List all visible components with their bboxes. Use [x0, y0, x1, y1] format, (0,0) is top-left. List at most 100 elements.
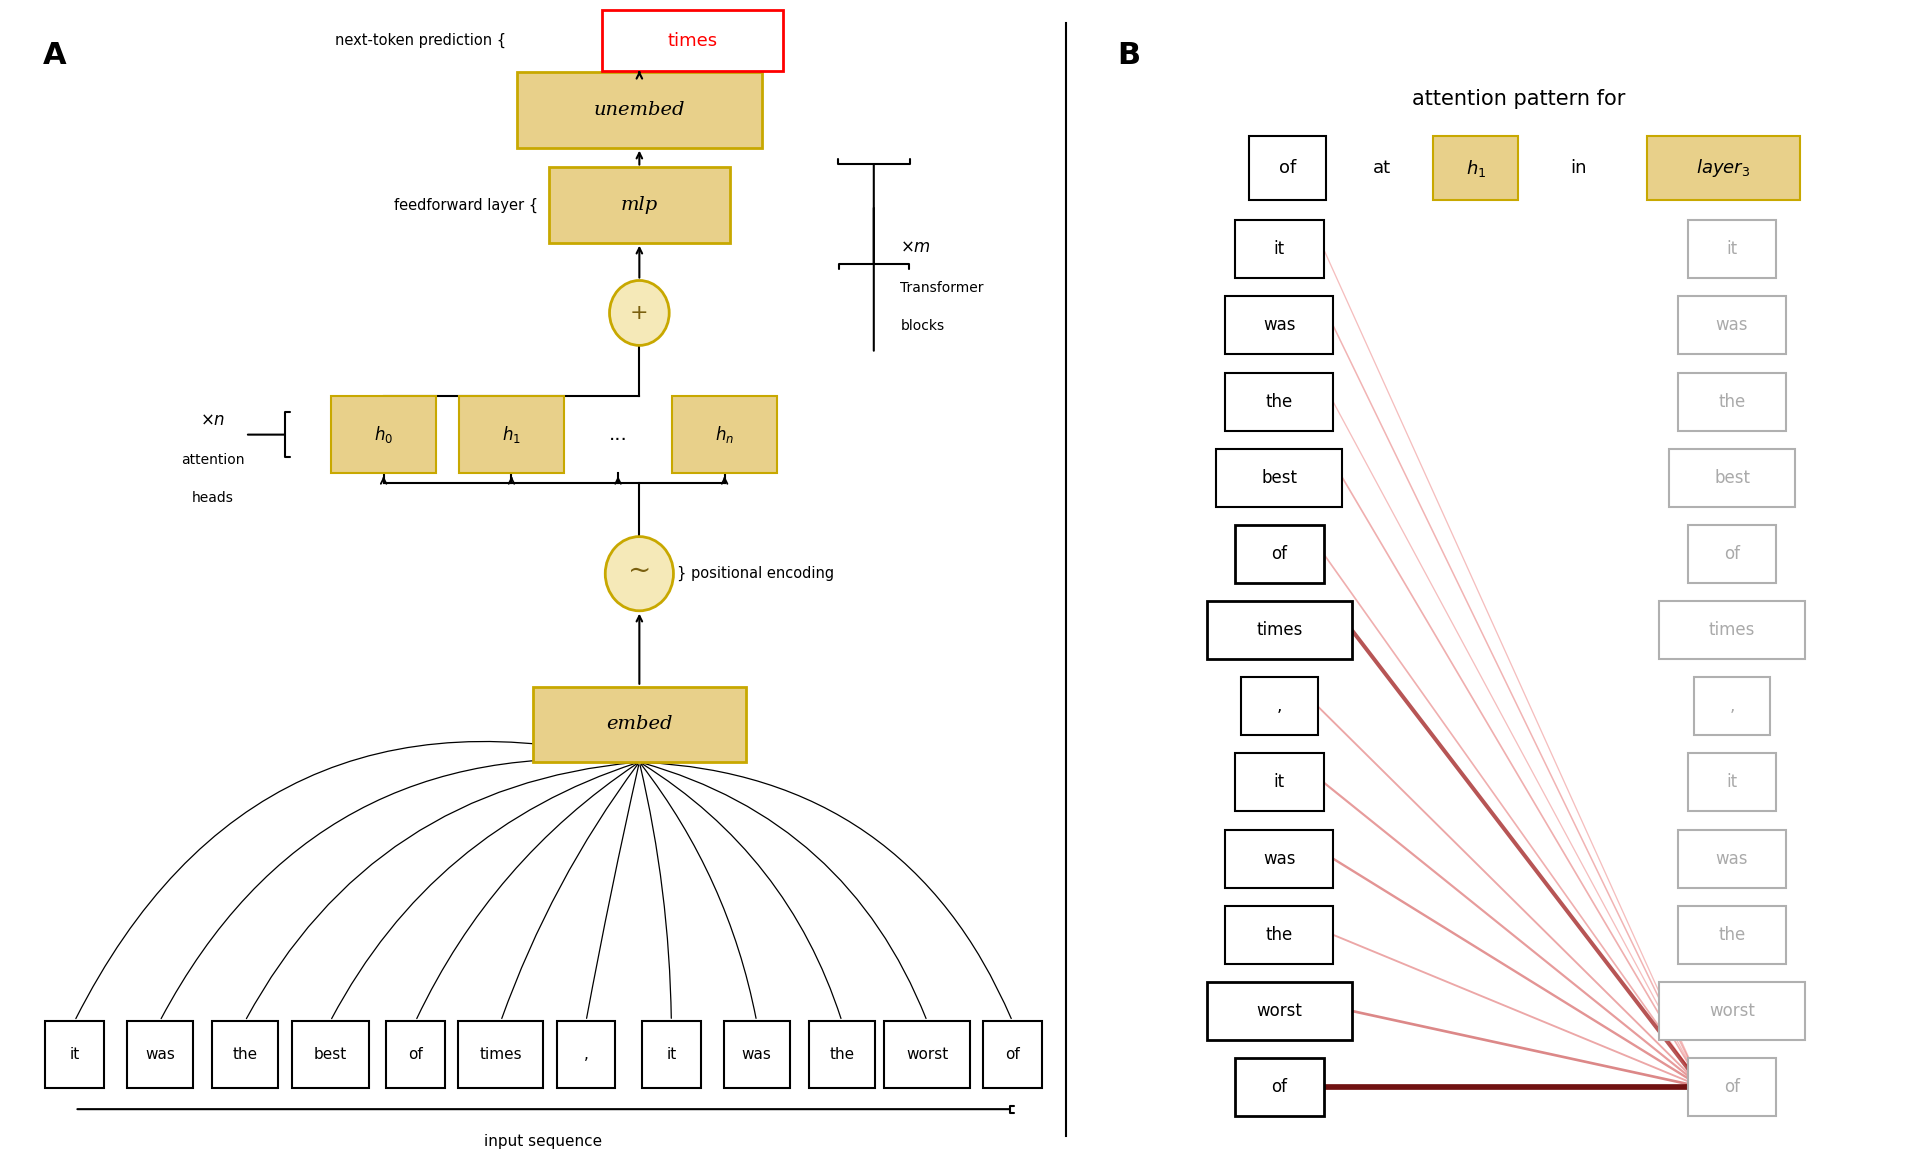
Text: of: of: [1271, 545, 1286, 563]
Circle shape: [605, 537, 674, 611]
FancyBboxPatch shape: [1240, 677, 1317, 735]
FancyBboxPatch shape: [459, 1021, 543, 1088]
FancyBboxPatch shape: [808, 1021, 876, 1088]
FancyBboxPatch shape: [557, 1021, 616, 1088]
FancyBboxPatch shape: [1225, 372, 1332, 430]
FancyBboxPatch shape: [1215, 449, 1342, 506]
Text: B: B: [1117, 41, 1140, 70]
FancyBboxPatch shape: [1688, 525, 1776, 583]
Text: worst: worst: [1256, 1003, 1302, 1020]
Circle shape: [609, 280, 670, 345]
FancyBboxPatch shape: [885, 1021, 970, 1088]
Text: +: +: [630, 302, 649, 323]
FancyBboxPatch shape: [127, 1021, 192, 1088]
Text: times: times: [1256, 621, 1302, 639]
FancyBboxPatch shape: [1225, 830, 1332, 888]
Text: heads: heads: [192, 491, 234, 505]
FancyBboxPatch shape: [1225, 906, 1332, 964]
FancyBboxPatch shape: [1678, 297, 1786, 355]
Text: best: best: [313, 1048, 348, 1062]
Text: best: best: [1715, 468, 1749, 487]
Text: feedforward layer {: feedforward layer {: [394, 197, 538, 213]
Text: $\times n$: $\times n$: [200, 413, 227, 429]
Text: $h_0$: $h_0$: [374, 424, 394, 445]
Text: was: was: [1263, 850, 1296, 868]
FancyBboxPatch shape: [1647, 136, 1801, 199]
Text: was: was: [1263, 316, 1296, 334]
Text: blocks: blocks: [900, 319, 945, 334]
Text: of: of: [1279, 159, 1296, 177]
Text: the: the: [1265, 393, 1292, 410]
FancyBboxPatch shape: [1678, 372, 1786, 430]
FancyBboxPatch shape: [1235, 525, 1323, 583]
Text: $h_n$: $h_n$: [714, 424, 733, 445]
FancyBboxPatch shape: [1225, 297, 1332, 355]
FancyBboxPatch shape: [1659, 602, 1805, 659]
FancyBboxPatch shape: [1678, 906, 1786, 964]
Text: the: the: [1718, 926, 1745, 943]
FancyBboxPatch shape: [1688, 220, 1776, 278]
Text: was: was: [1716, 316, 1749, 334]
Text: of: of: [409, 1048, 422, 1062]
Text: attention pattern for: attention pattern for: [1411, 88, 1624, 109]
Text: mlp: mlp: [620, 196, 659, 214]
Text: at: at: [1373, 159, 1390, 177]
FancyBboxPatch shape: [534, 686, 745, 763]
FancyBboxPatch shape: [1432, 136, 1519, 199]
FancyBboxPatch shape: [46, 1021, 104, 1088]
FancyBboxPatch shape: [724, 1021, 789, 1088]
Text: the: the: [1265, 926, 1292, 943]
FancyBboxPatch shape: [332, 395, 436, 473]
Text: was: was: [144, 1048, 175, 1062]
FancyBboxPatch shape: [1678, 830, 1786, 888]
Text: of: of: [1271, 1078, 1286, 1096]
Text: it: it: [69, 1048, 81, 1062]
FancyBboxPatch shape: [1235, 220, 1323, 278]
FancyBboxPatch shape: [516, 72, 762, 147]
FancyBboxPatch shape: [549, 168, 730, 243]
Text: it: it: [1273, 773, 1284, 792]
Text: of: of: [1724, 1078, 1740, 1096]
FancyBboxPatch shape: [1668, 449, 1795, 506]
FancyBboxPatch shape: [211, 1021, 278, 1088]
Text: ,: ,: [584, 1048, 589, 1062]
Text: } positional encoding: } positional encoding: [676, 566, 833, 582]
Text: it: it: [1726, 240, 1738, 258]
FancyBboxPatch shape: [603, 10, 783, 71]
FancyBboxPatch shape: [1688, 753, 1776, 811]
Text: worst: worst: [906, 1048, 948, 1062]
FancyBboxPatch shape: [1250, 136, 1327, 199]
Text: input sequence: input sequence: [484, 1135, 603, 1149]
FancyBboxPatch shape: [1206, 602, 1352, 659]
Text: unembed: unembed: [593, 101, 685, 119]
Text: the: the: [1718, 393, 1745, 410]
Text: ,: ,: [1730, 698, 1734, 715]
Text: the: the: [232, 1048, 257, 1062]
FancyBboxPatch shape: [672, 395, 778, 473]
Text: A: A: [42, 41, 67, 70]
FancyBboxPatch shape: [983, 1021, 1043, 1088]
FancyBboxPatch shape: [1206, 982, 1352, 1040]
Text: times: times: [668, 31, 718, 50]
Text: embed: embed: [607, 715, 672, 734]
Text: it: it: [666, 1048, 676, 1062]
Text: of: of: [1724, 545, 1740, 563]
Text: was: was: [741, 1048, 772, 1062]
Text: $h_1$: $h_1$: [1465, 158, 1486, 178]
Text: worst: worst: [1709, 1003, 1755, 1020]
Text: next-token prediction {: next-token prediction {: [334, 32, 507, 49]
Text: attention: attention: [180, 453, 246, 467]
Text: ,: ,: [1277, 698, 1283, 715]
Text: it: it: [1726, 773, 1738, 792]
FancyBboxPatch shape: [292, 1021, 369, 1088]
Text: times: times: [480, 1048, 522, 1062]
FancyBboxPatch shape: [1235, 1058, 1323, 1116]
Text: $\mathit{layer}_3$: $\mathit{layer}_3$: [1697, 158, 1751, 178]
Text: it: it: [1273, 240, 1284, 258]
Text: of: of: [1004, 1048, 1020, 1062]
Text: times: times: [1709, 621, 1755, 639]
FancyBboxPatch shape: [641, 1021, 701, 1088]
Text: best: best: [1261, 468, 1298, 487]
Text: $h_1$: $h_1$: [501, 424, 520, 445]
FancyBboxPatch shape: [1659, 982, 1805, 1040]
